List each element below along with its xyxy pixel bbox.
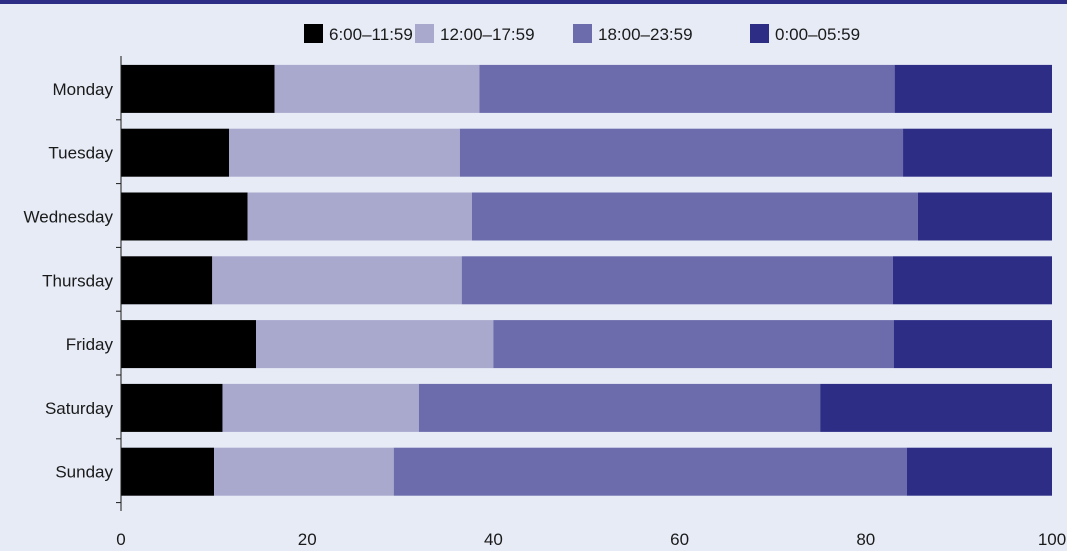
legend-label-3: 18:00–23:59 [598, 25, 693, 44]
x-tick-label-40: 40 [484, 530, 503, 549]
x-axis-ticks: 0 20 40 60 80 100 [116, 530, 1066, 549]
bar-segment-friday-series-4 [893, 320, 1052, 369]
bar-segment-monday-series-1 [121, 64, 275, 113]
bar-segment-wednesday-series-2 [247, 192, 472, 241]
bar-segment-wednesday-series-3 [471, 192, 918, 241]
bar-segment-sunday-series-3 [393, 447, 907, 496]
category-label-thursday: Thursday [42, 271, 113, 290]
bar-segment-thursday-series-4 [892, 256, 1052, 305]
bar-segment-tuesday-series-3 [459, 128, 904, 177]
bars [121, 64, 1052, 496]
bar-segment-tuesday-series-1 [121, 128, 229, 177]
bar-segment-monday-series-4 [894, 64, 1052, 113]
category-labels: Monday Tuesday Wednesday Thursday Friday Satu… [24, 80, 121, 504]
legend-label-1: 6:00–11:59 [329, 25, 413, 44]
bar-segment-friday-series-2 [256, 320, 494, 369]
bar-segment-friday-series-1 [121, 320, 256, 369]
x-tick-label-80: 80 [856, 530, 875, 549]
legend-swatch-4 [750, 24, 769, 43]
bar-segment-tuesday-series-4 [903, 128, 1052, 177]
category-label-wednesday: Wednesday [24, 208, 114, 227]
top-rule [0, 0, 1067, 4]
legend-label-2: 12:00–17:59 [440, 25, 535, 44]
bar-segment-saturday-series-3 [418, 383, 821, 432]
bar-segment-wednesday-series-4 [917, 192, 1052, 241]
bar-segment-thursday-series-3 [461, 256, 893, 305]
x-tick-label-20: 20 [298, 530, 317, 549]
legend-label-4: 0:00–05:59 [775, 25, 860, 44]
category-label-monday: Monday [53, 80, 114, 99]
bar-segment-thursday-series-2 [212, 256, 462, 305]
bar-segment-tuesday-series-2 [229, 128, 460, 177]
bar-segment-sunday-series-1 [121, 447, 215, 496]
legend: 6:00–11:59 12:00–17:59 18:00–23:59 0:00–05:… [304, 24, 860, 44]
bar-segment-wednesday-series-1 [121, 192, 248, 241]
legend-swatch-1 [304, 24, 323, 43]
legend-swatch-3 [573, 24, 592, 43]
category-label-saturday: Saturday [45, 399, 114, 418]
x-tick-label-0: 0 [116, 530, 125, 549]
bar-segment-sunday-series-4 [906, 447, 1052, 496]
bar-segment-saturday-series-4 [820, 383, 1052, 432]
bar-segment-thursday-series-1 [121, 256, 213, 305]
legend-swatch-2 [415, 24, 434, 43]
bar-segment-friday-series-3 [493, 320, 894, 369]
bar-segment-monday-series-3 [479, 64, 895, 113]
bar-segment-saturday-series-2 [222, 383, 419, 432]
category-label-sunday: Sunday [55, 463, 113, 482]
x-tick-label-60: 60 [670, 530, 689, 549]
category-label-friday: Friday [66, 335, 114, 354]
bar-segment-monday-series-2 [274, 64, 480, 113]
bar-segment-sunday-series-2 [214, 447, 394, 496]
bar-segment-saturday-series-1 [121, 383, 223, 432]
category-label-tuesday: Tuesday [48, 144, 113, 163]
x-tick-label-100: 100 [1038, 530, 1066, 549]
